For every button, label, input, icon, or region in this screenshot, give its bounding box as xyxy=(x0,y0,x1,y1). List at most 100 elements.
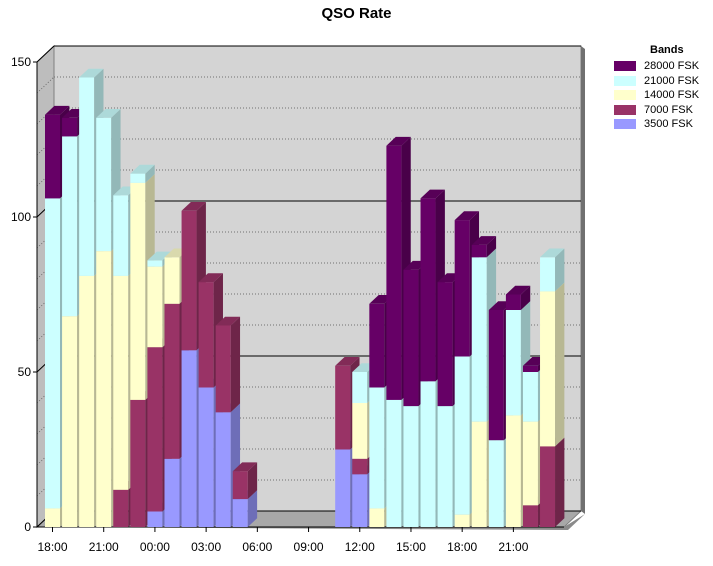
bar-segment-side xyxy=(520,285,531,310)
minor-gridline xyxy=(36,76,55,94)
bar-segment xyxy=(335,449,351,527)
bar-segment-side xyxy=(247,462,258,500)
bar-segment-top xyxy=(130,164,155,174)
x-tick-label: 06:00 xyxy=(242,540,272,554)
bar-segment xyxy=(62,117,78,137)
bar-segment-top xyxy=(79,68,104,78)
bar-segment xyxy=(522,505,538,527)
bar-segment xyxy=(62,316,78,527)
bar-segment-side xyxy=(555,282,565,447)
bar-segment xyxy=(352,403,368,459)
y-tick-label: 100 xyxy=(11,210,31,224)
bar-segment xyxy=(540,257,556,292)
minor-gridline xyxy=(36,262,55,280)
x-tick-label: 21:00 xyxy=(89,540,119,554)
bar-segment xyxy=(488,440,504,527)
bar-segment xyxy=(352,372,368,403)
bar-segment xyxy=(540,291,556,447)
x-tick-label: 18:00 xyxy=(447,540,477,554)
bar-segment xyxy=(522,372,538,422)
bar-segment xyxy=(437,406,453,527)
bar-segment xyxy=(147,266,163,348)
bar-segment xyxy=(96,117,112,252)
bar-segment xyxy=(130,399,146,527)
legend-swatch xyxy=(614,61,636,72)
legend-swatch xyxy=(614,104,636,115)
legend-entry: 3500 FSK xyxy=(614,117,699,132)
wall-edge xyxy=(581,46,585,514)
legend-label: 7000 FSK xyxy=(644,103,693,116)
bar-segment-top xyxy=(454,211,480,221)
legend-swatch xyxy=(614,90,636,101)
legend-swatch xyxy=(614,119,636,130)
bar-segment xyxy=(215,325,231,413)
bar-segment xyxy=(369,387,385,509)
bar-segment xyxy=(471,244,487,258)
bar-segment-top xyxy=(181,202,206,211)
bar-segment xyxy=(335,365,351,450)
bar-segment xyxy=(198,387,214,527)
bar-segment xyxy=(147,511,163,527)
bar-segment xyxy=(147,260,163,267)
bar-segment-top xyxy=(232,462,258,472)
bar-segment xyxy=(113,275,129,490)
bar-segment-top xyxy=(386,136,411,146)
bar-segment xyxy=(352,458,368,475)
bar-segment-top xyxy=(198,273,223,283)
bar-segment xyxy=(130,182,146,400)
x-tick-label: 15:00 xyxy=(396,540,426,554)
bar-segment xyxy=(164,303,180,459)
bar-segment xyxy=(386,399,402,527)
bar-segment xyxy=(505,310,521,416)
legend-title: Bands xyxy=(650,44,684,56)
x-tick-label: 09:00 xyxy=(294,540,324,554)
bar-segment xyxy=(403,269,419,407)
x-tick-label: 00:00 xyxy=(140,540,170,554)
bar-segment xyxy=(79,275,95,527)
bar-segment-top xyxy=(96,109,121,118)
x-tick-label: 21:00 xyxy=(498,540,528,554)
minor-gridline xyxy=(36,138,55,156)
minor-gridline xyxy=(36,293,55,311)
bar-segment xyxy=(181,210,197,351)
bar-segment xyxy=(147,347,163,512)
bar-segment xyxy=(505,415,521,527)
bar-segment-side xyxy=(555,437,565,527)
legend-label: 3500 FSK xyxy=(644,118,693,131)
major-gridline xyxy=(36,45,55,63)
bar-segment xyxy=(386,145,402,400)
bar-segment xyxy=(403,406,419,527)
bar-segment xyxy=(198,282,214,388)
bar-segment xyxy=(540,446,556,527)
bar-segment xyxy=(369,508,385,527)
minor-gridline xyxy=(36,169,55,187)
minor-gridline xyxy=(36,479,55,497)
bar-segment xyxy=(232,471,248,500)
bar-segment xyxy=(215,412,231,527)
chart-title: QSO Rate xyxy=(321,5,392,22)
bar-segment xyxy=(437,282,453,407)
legend: Bands 28000 FSK 21000 FSK 14000 FSK 7000 FS… xyxy=(614,44,699,132)
bar-segment xyxy=(522,421,538,506)
bar-segment xyxy=(45,198,60,509)
legend-entry: 21000 FSK xyxy=(614,74,699,89)
bar-segment-top xyxy=(45,105,70,115)
bar-segment-side xyxy=(247,490,258,527)
bar-segment-top xyxy=(540,248,565,258)
minor-gridline xyxy=(36,448,55,466)
bar-segment xyxy=(181,350,197,527)
bar-segment xyxy=(420,381,436,527)
legend-label: 21000 FSK xyxy=(644,74,700,87)
bar-segment xyxy=(471,257,487,422)
bar-segment-top xyxy=(215,316,241,326)
x-tick-label: 03:00 xyxy=(191,540,221,554)
bar-segment-top xyxy=(420,189,445,199)
y-tick-label: 50 xyxy=(18,365,32,379)
bar-segment xyxy=(420,198,436,382)
bar-segment xyxy=(454,220,470,357)
minor-gridline xyxy=(36,231,55,249)
bar-segment xyxy=(505,294,521,310)
bar-segment xyxy=(522,365,538,372)
minor-gridline xyxy=(36,324,55,342)
